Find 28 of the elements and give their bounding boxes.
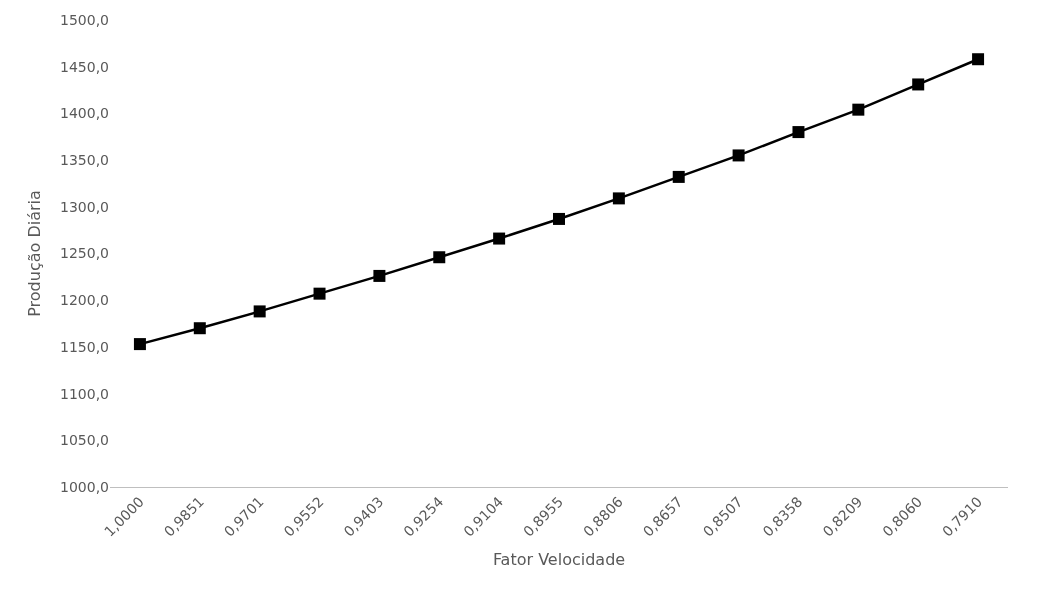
- y-tick-label: 1150,0: [60, 338, 109, 355]
- y-tick-label: 1500,0: [60, 11, 109, 28]
- point: [193, 322, 206, 335]
- y-tick-label: 1050,0: [60, 432, 109, 449]
- point: [612, 192, 625, 205]
- y-tick-label: 1250,0: [60, 245, 109, 262]
- y-tick-label: 1400,0: [60, 105, 109, 122]
- point: [553, 212, 565, 225]
- y-tick-label: 1200,0: [60, 292, 109, 309]
- y-tick-label: 1000,0: [60, 478, 109, 495]
- point: [972, 53, 985, 66]
- point: [373, 269, 386, 282]
- point: [433, 251, 446, 264]
- point: [732, 149, 745, 162]
- y-tick-label: 1100,0: [60, 385, 109, 402]
- point: [792, 126, 805, 139]
- x-axis-title: Fator Velocidade: [492, 550, 626, 570]
- point: [912, 78, 925, 91]
- y-tick-label: 1450,0: [60, 58, 109, 75]
- y-tick-label: 1350,0: [60, 152, 109, 168]
- point: [672, 170, 685, 183]
- y-tick-label: 1300,0: [60, 198, 109, 215]
- point: [493, 232, 506, 245]
- point: [852, 103, 865, 116]
- y-axis-title: Produção Diária: [24, 190, 44, 317]
- point: [133, 338, 146, 351]
- point: [313, 287, 326, 300]
- point: [253, 305, 266, 318]
